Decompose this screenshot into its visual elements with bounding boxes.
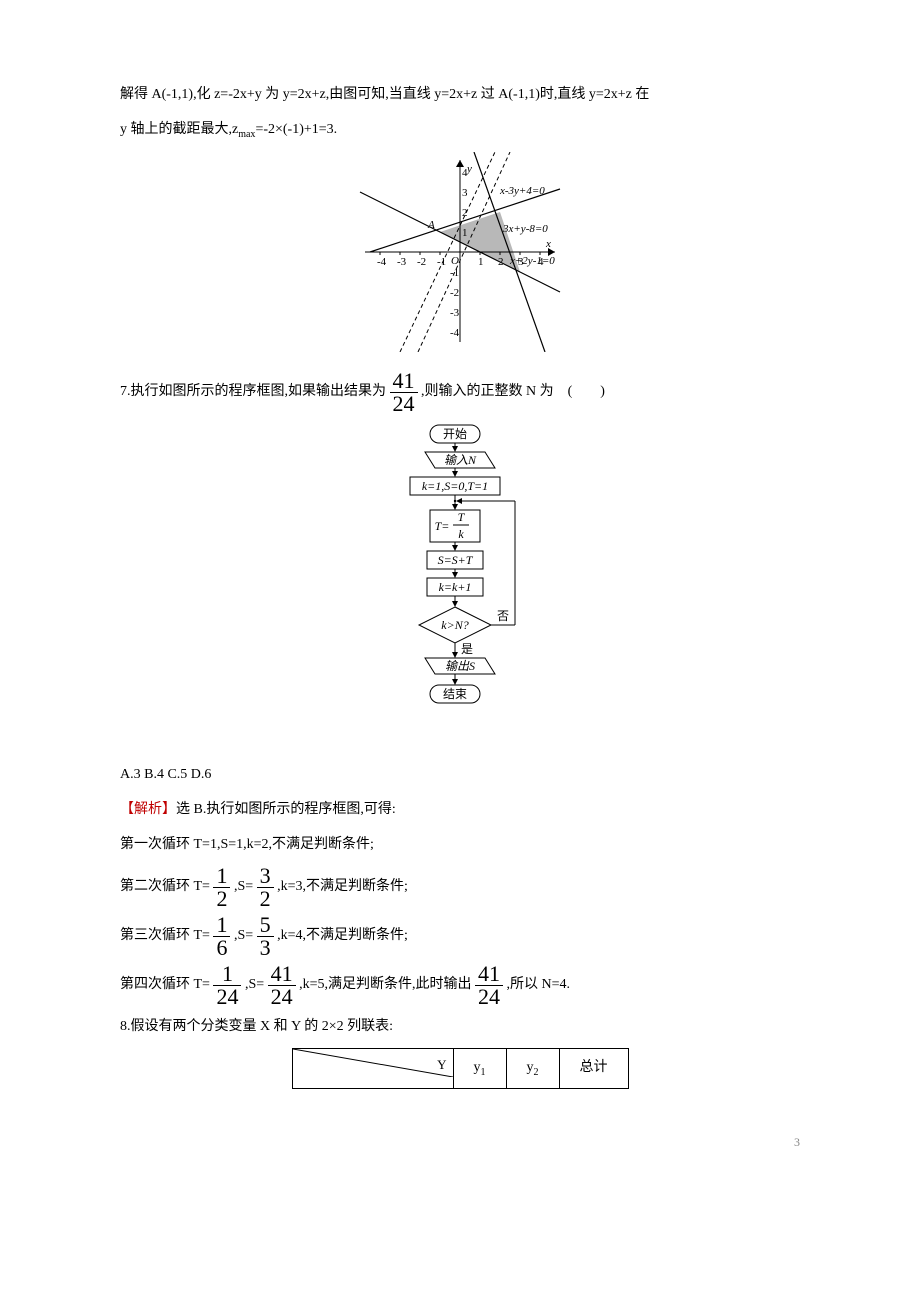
text: ,k=5,满足判断条件,此时输出 xyxy=(299,977,471,992)
den: 3 xyxy=(257,936,274,959)
num: 3 xyxy=(257,865,274,887)
svg-text:-3: -3 xyxy=(450,307,460,319)
solution-label: 【解析】选 B.执行如图所示的程序框图,可得: xyxy=(120,795,800,826)
text: ,k=4,不满足判断条件; xyxy=(277,928,408,943)
sub-max: max xyxy=(238,129,255,140)
svg-text:3: 3 xyxy=(462,187,468,199)
den: 24 xyxy=(475,985,503,1008)
figure-feasible-region: -4-3 -2-1 12 34 43 21 -1-2 -3-4 O y x x-… xyxy=(120,152,800,365)
fraction: 124 xyxy=(213,963,241,1008)
q7-choices: A.3 B.4 C.5 D.6 xyxy=(120,760,800,791)
svg-text:输出S: 输出S xyxy=(445,659,475,673)
diag-label: Y xyxy=(437,1051,446,1080)
solution-prev-line2: y 轴上的截距最大,zmax=-2×(-1)+1=3. xyxy=(120,115,800,146)
sub: 2 xyxy=(534,1067,539,1078)
svg-text:y: y xyxy=(466,163,472,175)
text: ,S= xyxy=(234,928,253,943)
solution-tag: 【解析】 xyxy=(120,802,176,817)
q7-stem: 7.执行如图所示的程序框图,如果输出结果为 41 24 ,则输入的正整数 N 为… xyxy=(120,370,800,415)
svg-text:O: O xyxy=(451,255,459,267)
svg-text:-4: -4 xyxy=(377,256,387,268)
text: y xyxy=(474,1060,481,1075)
svg-text:开始: 开始 xyxy=(443,427,467,441)
loop1: 第一次循环 T=1,S=1,k=2,不满足判断条件; xyxy=(120,830,800,861)
svg-text:输入N: 输入N xyxy=(444,453,477,467)
figure-flowchart: 开始 输入N k=1,S=0,T=1 T= T k S=S+T k=k+1 k>… xyxy=(120,421,800,754)
svg-text:k: k xyxy=(458,527,464,541)
fraction: 41 24 xyxy=(390,370,418,415)
fraction: 4124 xyxy=(475,963,503,1008)
svg-text:k=1,S=0,T=1: k=1,S=0,T=1 xyxy=(422,479,488,493)
text: 第三次循环 T= xyxy=(120,928,210,943)
text: ,则输入的正整数 N 为 ( ) xyxy=(421,384,605,399)
svg-text:1: 1 xyxy=(462,227,468,239)
text: 第四次循环 T= xyxy=(120,977,210,992)
solution-prev-line1: 解得 A(-1,1),化 z=-2x+y 为 y=2x+z,由图可知,当直线 y… xyxy=(120,80,800,111)
text: ,S= xyxy=(245,977,264,992)
num: 5 xyxy=(257,914,274,936)
den: 6 xyxy=(213,936,230,959)
col-header: y2 xyxy=(506,1049,559,1089)
q8-stem: 8.假设有两个分类变量 X 和 Y 的 2×2 列联表: xyxy=(120,1012,800,1043)
svg-text:k>N?: k>N? xyxy=(441,618,468,632)
svg-text:k=k+1: k=k+1 xyxy=(439,580,472,594)
loop2: 第二次循环 T= 12 ,S= 32 ,k=3,不满足判断条件; xyxy=(120,865,800,910)
fraction: 32 xyxy=(257,865,274,910)
svg-text:x: x xyxy=(545,238,551,250)
fraction: 53 xyxy=(257,914,274,959)
table-row: Y y1 y2 总计 xyxy=(292,1049,628,1089)
text: y 轴上的截距最大,z xyxy=(120,122,238,137)
text: ,S= xyxy=(234,879,253,894)
num: 1 xyxy=(213,914,230,936)
svg-text:x-3y+4=0: x-3y+4=0 xyxy=(499,185,545,197)
col-header: y1 xyxy=(453,1049,506,1089)
svg-text:2: 2 xyxy=(462,207,468,219)
svg-text:-2: -2 xyxy=(450,287,459,299)
text: 选 B.执行如图所示的程序框图,可得: xyxy=(176,802,396,817)
page-number: 3 xyxy=(120,1129,800,1155)
text: =-2×(-1)+1=3. xyxy=(255,122,337,137)
loop3: 第三次循环 T= 16 ,S= 53 ,k=4,不满足判断条件; xyxy=(120,914,800,959)
num: 1 xyxy=(213,963,241,985)
svg-text:-3: -3 xyxy=(397,256,407,268)
loop4: 第四次循环 T= 124 ,S= 4124 ,k=5,满足判断条件,此时输出 4… xyxy=(120,963,800,1008)
svg-text:是: 是 xyxy=(461,642,473,656)
text: y xyxy=(527,1060,534,1075)
svg-text:S=S+T: S=S+T xyxy=(438,553,474,567)
svg-text:x+2y-1=0: x+2y-1=0 xyxy=(509,255,555,267)
svg-text:-4: -4 xyxy=(450,327,460,339)
text: ,所以 N=4. xyxy=(507,977,571,992)
fraction: 16 xyxy=(213,914,230,959)
num: 41 xyxy=(268,963,296,985)
numerator: 41 xyxy=(390,370,418,392)
svg-text:-2: -2 xyxy=(417,256,426,268)
svg-text:A: A xyxy=(427,219,435,231)
fraction: 12 xyxy=(213,865,230,910)
sub: 1 xyxy=(481,1067,486,1078)
text: 第二次循环 T= xyxy=(120,879,210,894)
num: 1 xyxy=(213,865,230,887)
den: 2 xyxy=(257,887,274,910)
svg-text:否: 否 xyxy=(497,609,509,623)
contingency-table: Y y1 y2 总计 xyxy=(292,1048,629,1089)
text: ,k=3,不满足判断条件; xyxy=(277,879,408,894)
svg-text:结束: 结束 xyxy=(443,687,467,701)
svg-text:3x+y-8=0: 3x+y-8=0 xyxy=(502,223,548,235)
svg-text:T=: T= xyxy=(435,519,450,533)
num: 41 xyxy=(475,963,503,985)
den: 24 xyxy=(268,985,296,1008)
fraction: 4124 xyxy=(268,963,296,1008)
den: 24 xyxy=(213,985,241,1008)
den: 2 xyxy=(213,887,230,910)
diag-header-cell: Y xyxy=(292,1049,453,1089)
col-header: 总计 xyxy=(559,1049,628,1089)
svg-text:-1: -1 xyxy=(437,256,446,268)
svg-text:1: 1 xyxy=(478,256,484,268)
denominator: 24 xyxy=(390,392,418,415)
text: 7.执行如图所示的程序框图,如果输出结果为 xyxy=(120,384,386,399)
